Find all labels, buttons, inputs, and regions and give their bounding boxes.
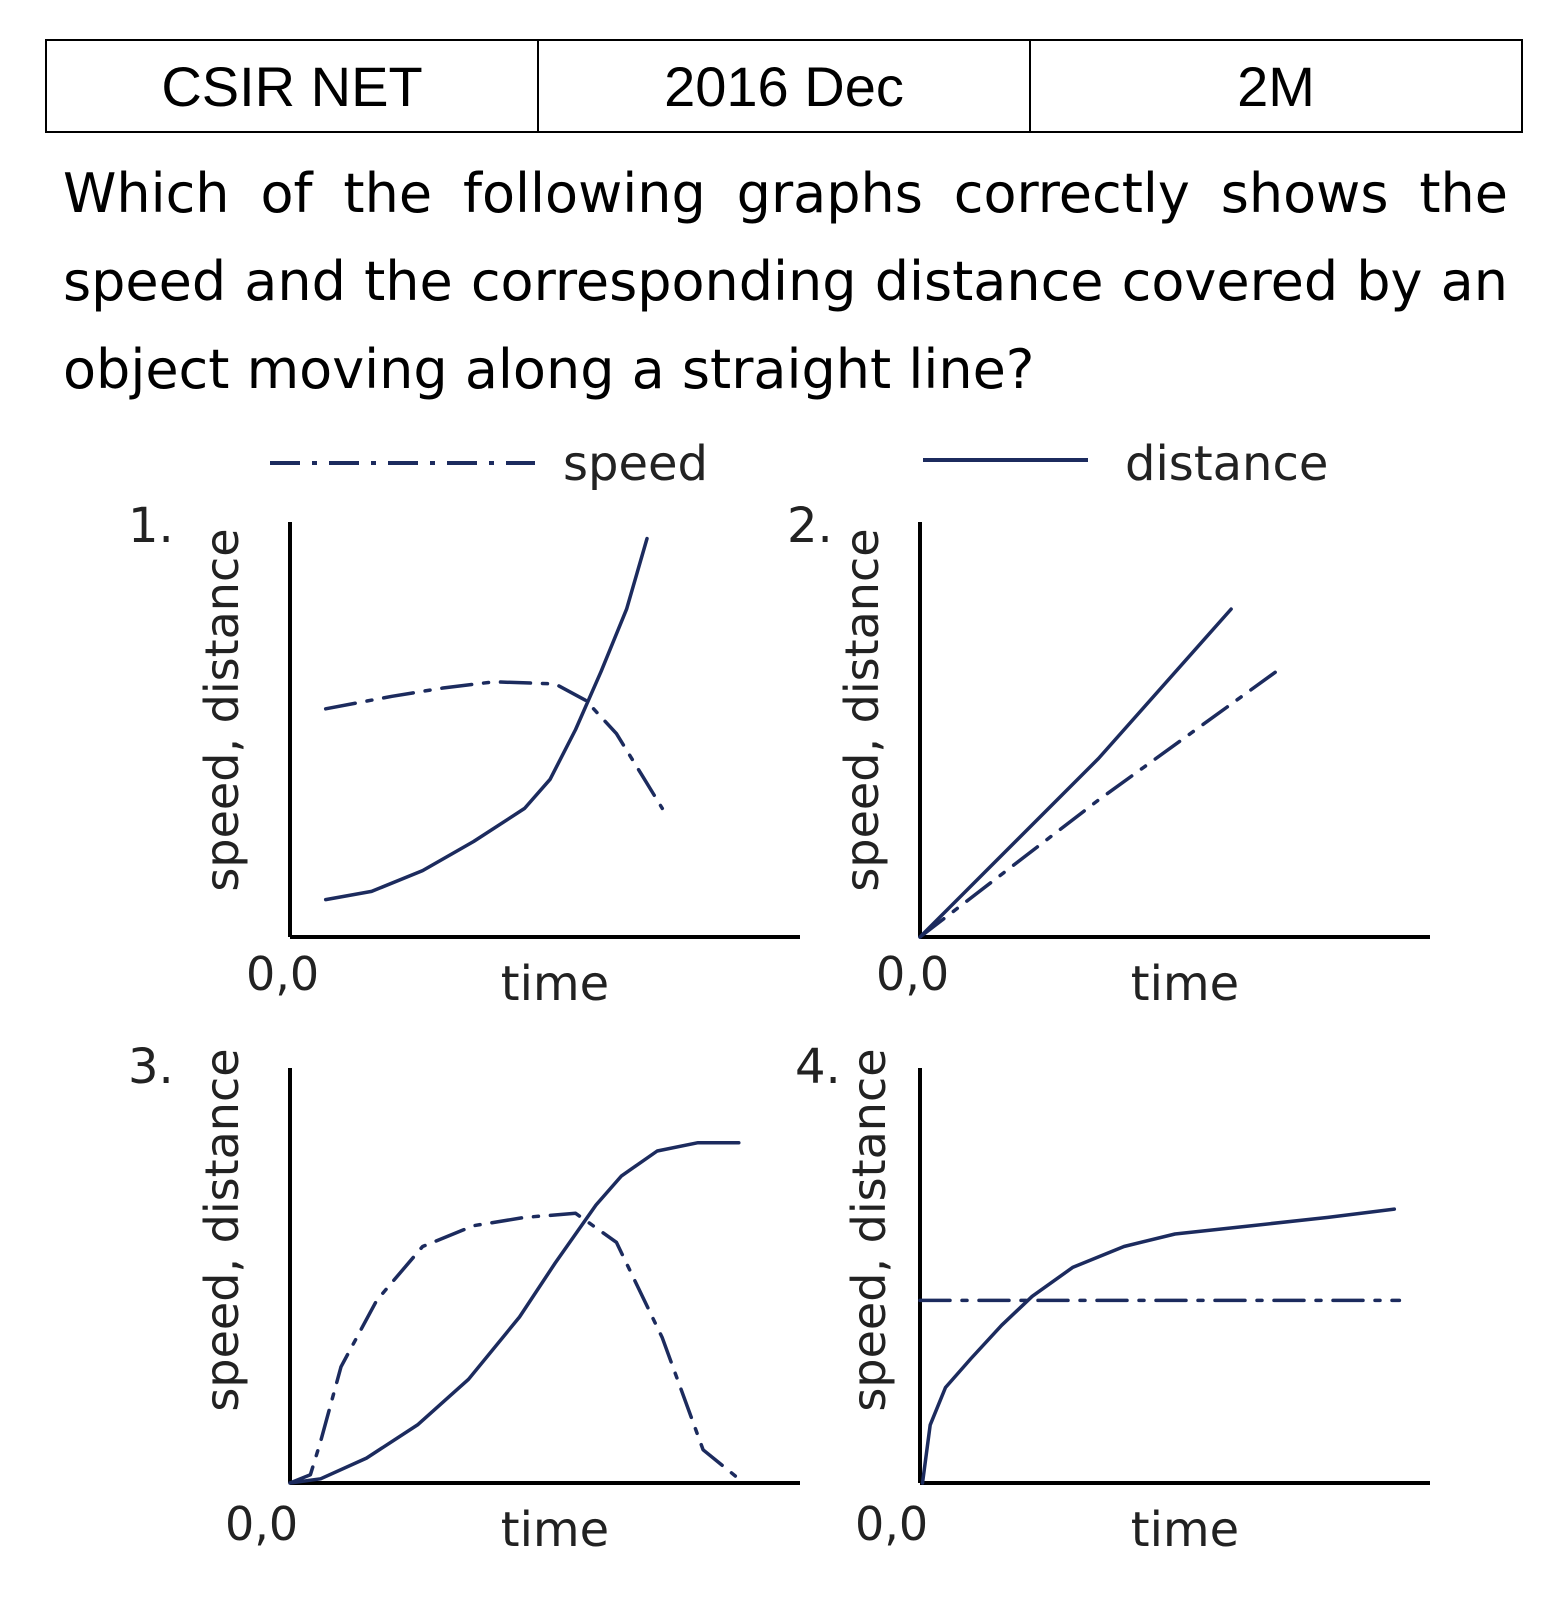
series-speed-line: [323, 680, 665, 811]
marks-cell: 2M: [1029, 39, 1523, 133]
series-speed-line: [288, 1211, 741, 1485]
x-axis-label: time: [1131, 1502, 1239, 1558]
chart-panel-3: 3. speed, distance 0,0 time: [128, 1039, 800, 1558]
chart-panel-1: 1. speed, distance 0,0 time: [128, 498, 800, 1012]
series-distance-line: [920, 1207, 1397, 1485]
origin-label: 0,0: [246, 947, 319, 1001]
panel-number-label: 4.: [795, 1039, 841, 1095]
panel-number-label: 3.: [128, 1039, 174, 1095]
x-axis-label: time: [501, 956, 609, 1012]
chart-panel-2: 2.speed, distance 0,0 time: [787, 498, 1430, 1012]
legend: speed distance: [270, 436, 1328, 492]
session-cell: 2016 Dec: [537, 39, 1031, 133]
x-axis-label: time: [1131, 956, 1239, 1012]
panel-number-label: 1.: [128, 498, 174, 554]
origin-label: 0,0: [225, 1497, 298, 1551]
legend-distance-label: distance: [1125, 436, 1328, 492]
y-axis-label: speed, distance: [195, 1048, 249, 1411]
question-text: Which of the following graphs correctly …: [63, 162, 1508, 401]
chart-panel-4: 4. speed, distance 0,0 time: [795, 1039, 1430, 1558]
y-axis-label: speed, distance: [835, 528, 889, 891]
series-speed-line: [918, 665, 1284, 939]
legend-speed-label: speed: [563, 436, 708, 492]
exam-cell: CSIR NET: [45, 39, 539, 133]
series-distance-line: [918, 607, 1233, 939]
y-axis-label: speed, distance: [195, 528, 249, 891]
origin-label: 0,0: [855, 1497, 928, 1551]
x-axis-label: time: [501, 1502, 609, 1558]
header-table: CSIR NET 2016 Dec 2M: [45, 39, 1523, 133]
panel-number-label: 2.: [787, 498, 833, 554]
header-row: CSIR NET 2016 Dec 2M: [45, 39, 1523, 133]
origin-label: 0,0: [876, 947, 949, 1001]
y-axis-label: speed, distance: [842, 1048, 896, 1411]
series-distance-line: [323, 536, 649, 902]
series-distance-line: [288, 1140, 741, 1485]
